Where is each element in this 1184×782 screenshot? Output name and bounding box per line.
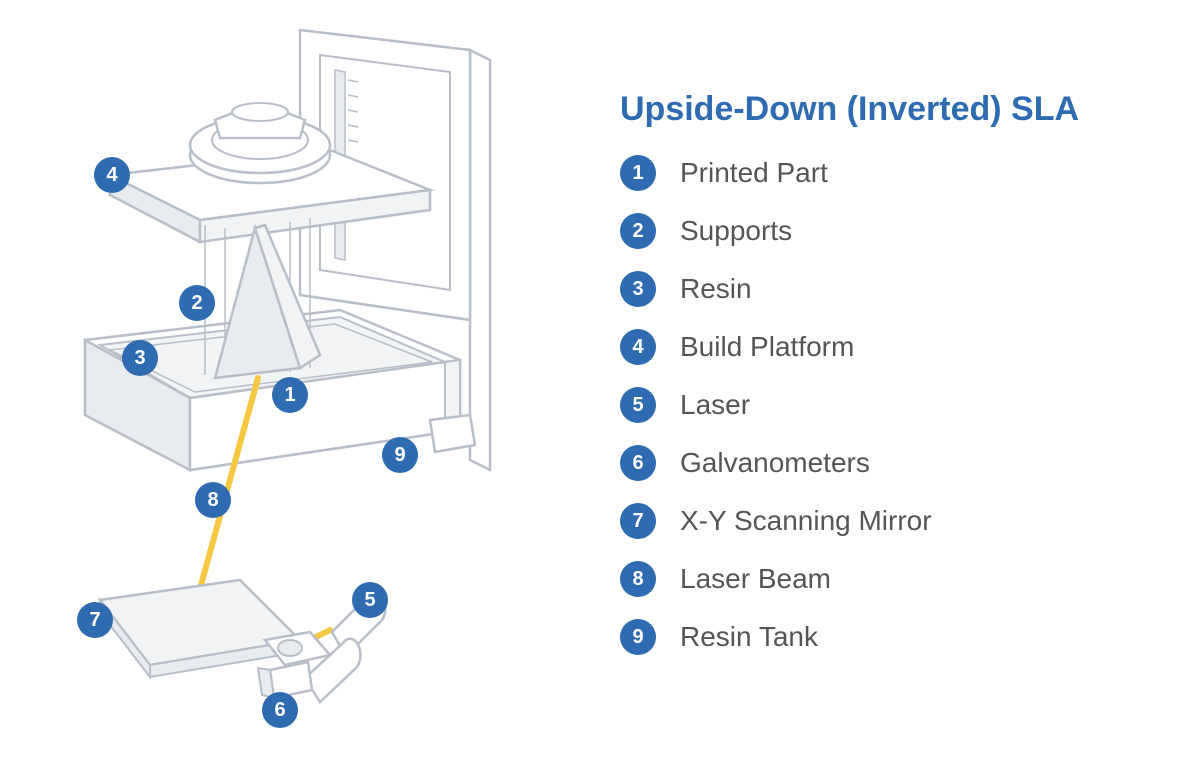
legend-list: 1 Printed Part 2 Supports 3 Resin 4 Build Platf… xyxy=(620,155,1144,655)
diagram-marker-1: 1 xyxy=(272,377,308,413)
diagram-marker-2: 2 xyxy=(179,285,215,321)
legend-label-4: Build Platform xyxy=(680,331,854,363)
diagram-marker-4: 4 xyxy=(94,157,130,193)
legend-label-7: X-Y Scanning Mirror xyxy=(680,505,932,537)
legend-label-9: Resin Tank xyxy=(680,621,818,653)
legend-item-3: 3 Resin xyxy=(620,271,1144,307)
diagram-area: 123456789 xyxy=(0,0,580,782)
legend-item-1: 1 Printed Part xyxy=(620,155,1144,191)
legend-badge-8: 8 xyxy=(620,561,656,597)
diagram-marker-8: 8 xyxy=(195,482,231,518)
legend-area: Upside-Down (Inverted) SLA 1 Printed Part… xyxy=(580,0,1184,782)
legend-badge-4: 4 xyxy=(620,329,656,365)
diagram-marker-6: 6 xyxy=(262,692,298,728)
legend-label-2: Supports xyxy=(680,215,792,247)
legend-item-7: 7 X-Y Scanning Mirror xyxy=(620,503,1144,539)
legend-item-4: 4 Build Platform xyxy=(620,329,1144,365)
legend-badge-2: 2 xyxy=(620,213,656,249)
legend-badge-9: 9 xyxy=(620,619,656,655)
legend-badge-1: 1 xyxy=(620,155,656,191)
legend-label-3: Resin xyxy=(680,273,752,305)
legend-label-1: Printed Part xyxy=(680,157,828,189)
legend-label-8: Laser Beam xyxy=(680,563,831,595)
scanning-mirror xyxy=(100,580,300,677)
legend-badge-5: 5 xyxy=(620,387,656,423)
diagram-marker-7: 7 xyxy=(77,602,113,638)
legend-badge-7: 7 xyxy=(620,503,656,539)
legend-label-6: Galvanometers xyxy=(680,447,870,479)
legend-item-9: 9 Resin Tank xyxy=(620,619,1144,655)
main-container: 123456789 Upside-Down (Inverted) SLA 1Pr… xyxy=(0,0,1184,782)
legend-label-5: Laser xyxy=(680,389,750,421)
diagram-marker-3: 3 xyxy=(122,340,158,376)
diagram-marker-9: 9 xyxy=(382,437,418,473)
legend-title: Upside-Down (Inverted) SLA xyxy=(620,90,1144,129)
diagram-marker-5: 5 xyxy=(352,582,388,618)
legend-badge-6: 6 xyxy=(620,445,656,481)
legend-item-5: 5 Laser xyxy=(620,387,1144,423)
legend-item-6: 6 Galvanometers xyxy=(620,445,1144,481)
legend-item-2: 2 Supports xyxy=(620,213,1144,249)
legend-item-8: 8 Laser Beam xyxy=(620,561,1144,597)
legend-badge-3: 3 xyxy=(620,271,656,307)
